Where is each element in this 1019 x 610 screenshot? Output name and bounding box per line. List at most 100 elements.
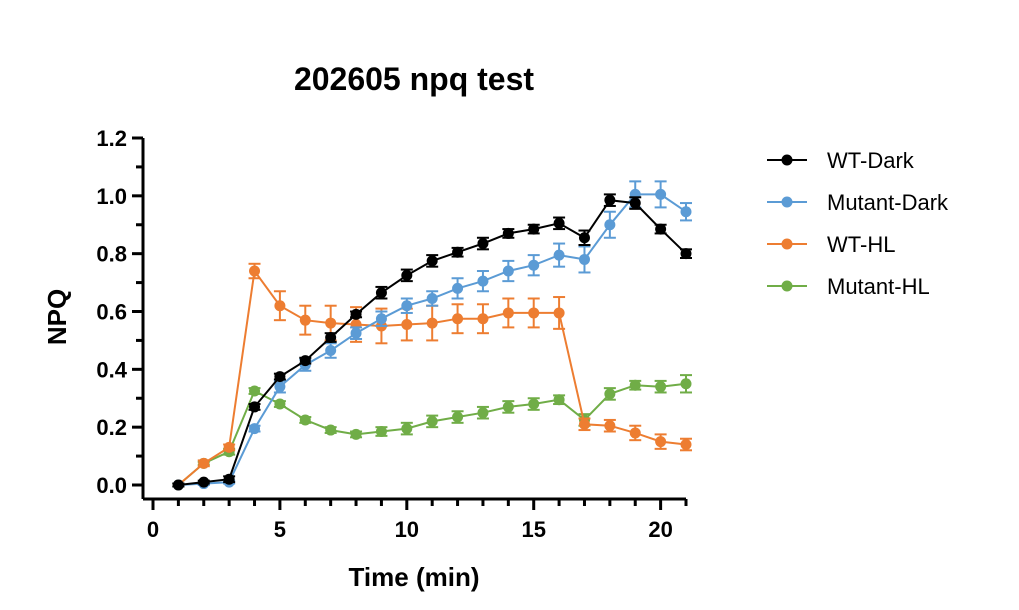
data-point [172, 479, 184, 491]
legend-marker [781, 280, 793, 292]
data-point [375, 313, 387, 325]
legend-label: WT-HL [827, 232, 895, 257]
data-point [604, 194, 616, 206]
data-point [604, 420, 616, 432]
x-tick-label: 20 [648, 517, 672, 542]
y-axis-title: NPQ [42, 289, 72, 345]
data-point [604, 388, 616, 400]
data-point [325, 424, 337, 436]
data-point [655, 436, 667, 448]
data-point [477, 275, 489, 287]
data-point [477, 313, 489, 325]
data-point [629, 427, 641, 439]
data-point [604, 219, 616, 231]
data-point [299, 414, 311, 426]
data-point [528, 307, 540, 319]
data-point [401, 269, 413, 281]
data-point [375, 426, 387, 438]
data-point [401, 300, 413, 312]
data-point [452, 282, 464, 294]
data-point [198, 476, 210, 488]
data-point [553, 217, 565, 229]
y-tick-label: 0.8 [96, 242, 127, 267]
data-point [426, 415, 438, 427]
data-point [223, 473, 235, 485]
data-point [452, 246, 464, 258]
data-point [223, 441, 235, 453]
data-point [680, 378, 692, 390]
legend: WT-Dark Mutant-Dark WT-HL Mutant-HL [767, 148, 949, 299]
y-tick-label: 0.6 [96, 300, 127, 325]
axes: 0.0 0.2 0.4 0.6 0.8 1.0 1.2 0 5 10 15 20 [96, 126, 688, 542]
data-point [350, 327, 362, 339]
data-point [452, 411, 464, 423]
data-point [680, 206, 692, 218]
y-tick-label: 1.2 [96, 126, 127, 151]
data-point [578, 232, 590, 244]
legend-marker [781, 238, 793, 250]
data-point [426, 255, 438, 267]
data-point [299, 355, 311, 367]
data-point [578, 418, 590, 430]
data-point [629, 197, 641, 209]
data-point [452, 313, 464, 325]
data-point [502, 265, 514, 277]
data-point [198, 457, 210, 469]
x-tick-label: 10 [395, 517, 419, 542]
data-point [299, 314, 311, 326]
data-point [477, 238, 489, 250]
y-tick-label: 0.4 [96, 357, 127, 382]
legend-label: Mutant-Dark [827, 190, 949, 215]
data-point [325, 317, 337, 329]
x-axis-title: Time (min) [349, 562, 480, 592]
data-point [680, 439, 692, 451]
data-point [426, 317, 438, 329]
data-point [502, 307, 514, 319]
data-point [249, 265, 261, 277]
data-point [528, 223, 540, 235]
data-point [553, 307, 565, 319]
plot-area [172, 180, 692, 491]
data-point [350, 428, 362, 440]
data-point [502, 401, 514, 413]
data-point [274, 381, 286, 393]
legend-item-wt-hl: WT-HL [767, 232, 895, 257]
legend-label: Mutant-HL [827, 274, 930, 299]
data-point [325, 332, 337, 344]
data-point [249, 385, 261, 397]
data-point [553, 249, 565, 261]
data-point [426, 292, 438, 304]
data-point [274, 371, 286, 383]
data-point [629, 379, 641, 391]
legend-item-mutant-hl: Mutant-HL [767, 274, 930, 299]
series-line [178, 199, 687, 486]
legend-item-mutant-dark: Mutant-Dark [767, 190, 949, 215]
data-point [274, 398, 286, 410]
legend-marker [781, 196, 793, 208]
data-point [350, 308, 362, 320]
data-point [502, 227, 514, 239]
data-point [249, 423, 261, 435]
data-point [249, 401, 261, 413]
data-point [401, 319, 413, 331]
y-tick-label: 0.0 [96, 473, 127, 498]
x-tick-label: 15 [521, 517, 545, 542]
y-tick-label: 1.0 [96, 184, 127, 209]
legend-marker [781, 154, 793, 166]
data-point [655, 381, 667, 393]
legend-label: WT-Dark [827, 148, 915, 173]
data-point [680, 248, 692, 260]
data-point [578, 253, 590, 265]
x-tick-label: 0 [147, 517, 159, 542]
series-mutant-hl [172, 374, 692, 491]
data-point [274, 300, 286, 312]
data-point [528, 259, 540, 271]
data-point [655, 188, 667, 200]
legend-item-wt-dark: WT-Dark [767, 148, 915, 173]
data-point [655, 223, 667, 235]
series-wt-dark [172, 193, 692, 491]
chart-title: 202605 npq test [294, 61, 534, 97]
y-tick-label: 0.2 [96, 415, 127, 440]
data-point [325, 345, 337, 357]
